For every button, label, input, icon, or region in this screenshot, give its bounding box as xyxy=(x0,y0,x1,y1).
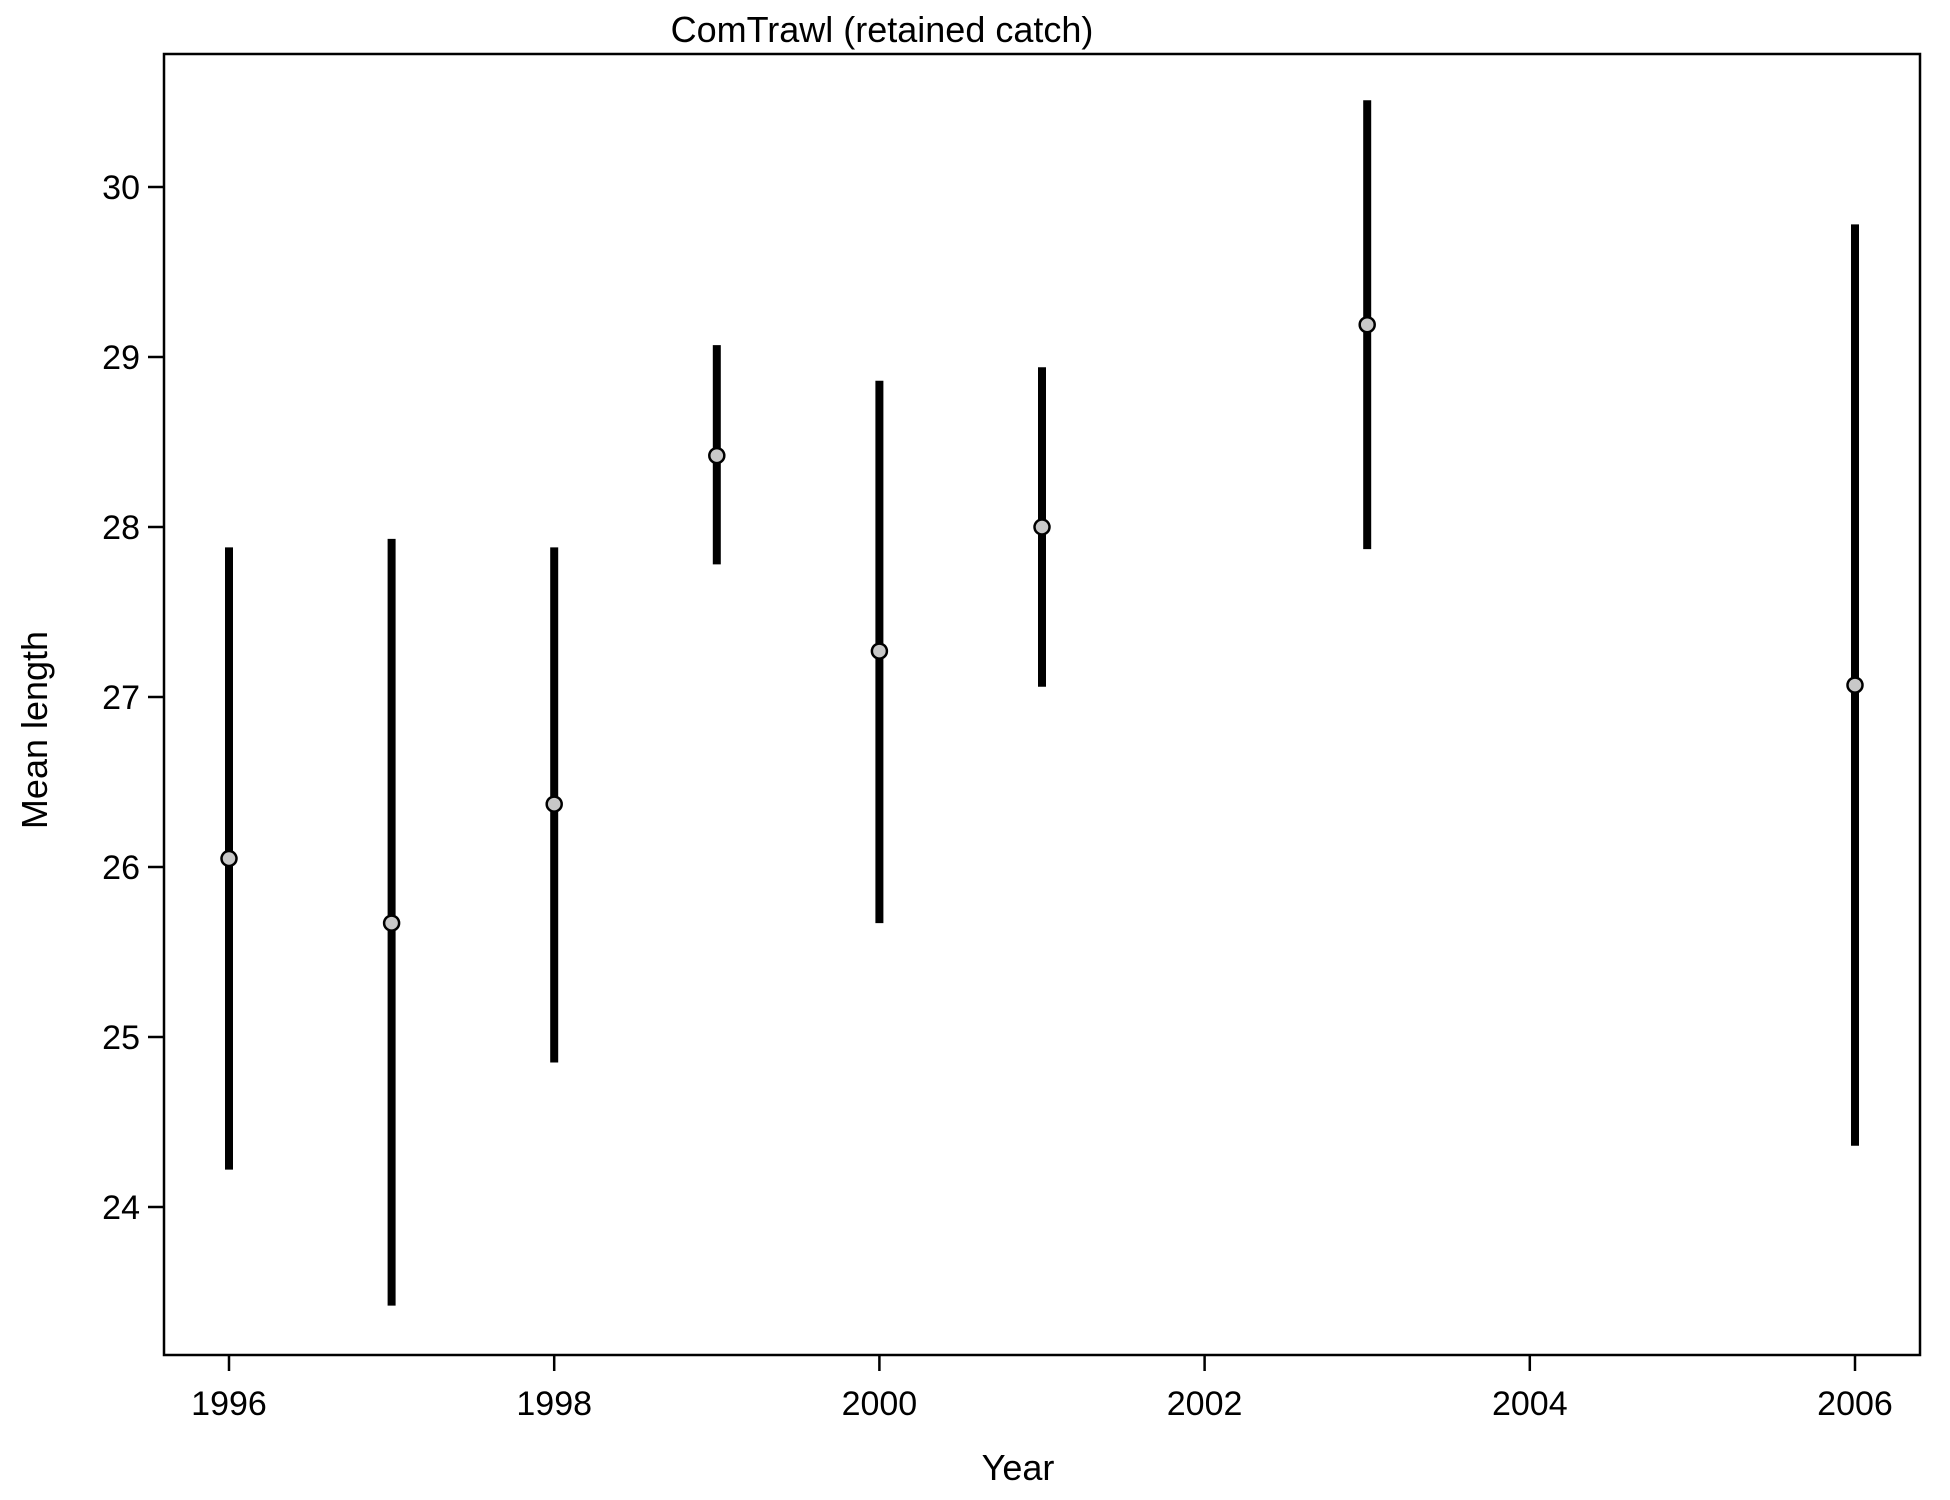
x-tick-label: 1998 xyxy=(516,1385,592,1423)
x-axis-title: Year xyxy=(982,1447,1055,1488)
y-tick-label: 25 xyxy=(102,1019,140,1057)
data-point xyxy=(708,446,726,465)
x-tick-label: 2000 xyxy=(842,1385,918,1423)
data-point xyxy=(1846,676,1864,694)
data-point xyxy=(220,849,238,868)
x-tick-label: 2006 xyxy=(1817,1385,1893,1423)
y-tick-label: 26 xyxy=(102,849,140,887)
x-axis: 1996 1998 2000 2002 2004 2006 xyxy=(191,1355,1893,1423)
data-points xyxy=(220,315,1864,932)
x-tick-label: 2004 xyxy=(1492,1385,1568,1423)
x-tick-label: 2002 xyxy=(1167,1385,1243,1423)
y-tick-label: 28 xyxy=(102,509,140,547)
y-tick-label: 29 xyxy=(102,339,140,377)
data-point xyxy=(545,795,563,813)
error-bars xyxy=(225,100,1859,1306)
data-point xyxy=(870,642,889,660)
data-point xyxy=(1033,518,1051,536)
data-point xyxy=(382,914,401,932)
data-point xyxy=(1358,315,1376,334)
y-tick-label: 24 xyxy=(102,1189,140,1227)
plot-frame xyxy=(162,52,1922,1357)
y-axis: 24 25 26 27 28 29 30 xyxy=(102,169,164,1227)
y-axis-title: Mean length xyxy=(14,631,55,829)
y-tick-label: 27 xyxy=(102,679,140,717)
x-tick-label: 1996 xyxy=(191,1385,267,1423)
chart-title: ComTrawl (retained catch) xyxy=(671,9,1094,50)
y-tick-label: 30 xyxy=(102,169,140,207)
